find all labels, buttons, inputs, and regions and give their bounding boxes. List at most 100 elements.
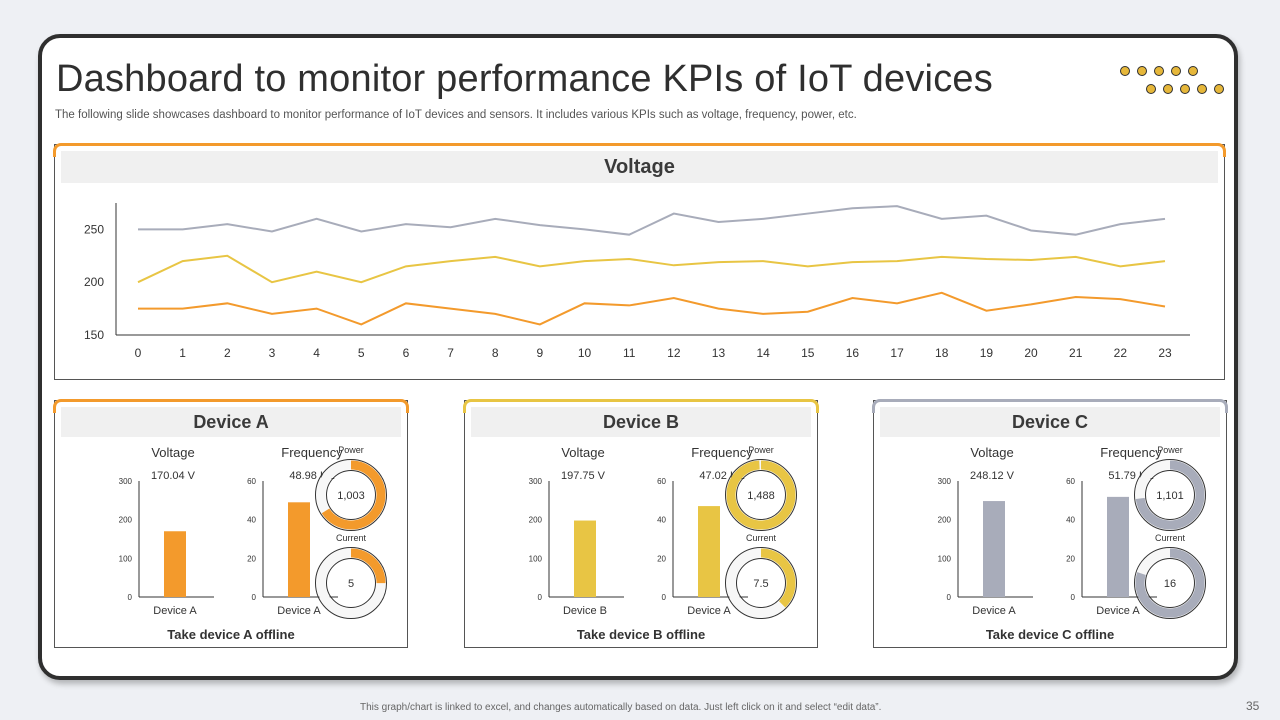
donut-value-label: 1,003	[337, 490, 365, 502]
bar	[574, 520, 596, 597]
panel-accent-bar	[53, 143, 1226, 157]
y-tick-label: 0	[128, 593, 133, 602]
donut-title: Power	[1157, 445, 1183, 455]
y-tick-label: 200	[529, 516, 543, 525]
bar-chart-title: Voltage	[970, 445, 1013, 460]
bar	[164, 531, 186, 597]
y-tick-label: 0	[947, 593, 952, 602]
take-device-a-offline-button[interactable]: Take device A offline	[167, 627, 295, 642]
y-tick-label: 60	[657, 477, 666, 486]
donut-title: Current	[336, 533, 367, 543]
bar-chart-title: Voltage	[561, 445, 604, 460]
device-a-panel: Device A Voltage 170.04 V 0 100 200 300 Device…	[53, 399, 409, 649]
y-tick-label: 20	[247, 554, 256, 563]
voltage-panel-title: Voltage	[61, 151, 1218, 183]
y-tick-label: 0	[662, 593, 667, 602]
x-tick-label: 23	[1158, 346, 1172, 360]
donut-outline	[315, 459, 387, 531]
x-tick-label: 0	[135, 346, 142, 360]
series-line-device-c	[138, 205, 1166, 236]
donut-title: Current	[746, 533, 777, 543]
page-subtitle: The following slide showcases dashboard …	[55, 109, 857, 121]
decorative-dot	[1180, 84, 1190, 94]
x-tick-label: 8	[492, 346, 499, 360]
donut-inner-outline	[736, 558, 786, 608]
x-tick-label: 1	[179, 346, 186, 360]
y-tick-label: 200	[938, 516, 952, 525]
decorative-dot	[1197, 84, 1207, 94]
donut-value-label: 16	[1164, 578, 1176, 590]
donut-inner-outline	[326, 558, 376, 608]
decorative-dot	[1171, 66, 1181, 76]
take-device-b-offline-button[interactable]: Take device B offline	[576, 627, 706, 642]
device-c-title: Device C	[880, 407, 1220, 437]
bar-data-label: 248.12 V	[970, 470, 1015, 482]
decorative-dots	[1120, 64, 1230, 100]
donut-inner-outline	[736, 470, 786, 520]
x-tick-label: 10	[578, 346, 592, 360]
donut-value-label: 1,488	[747, 490, 775, 502]
y-tick-label: 300	[119, 477, 133, 486]
page-title: Dashboard to monitor performance KPIs of…	[56, 58, 993, 100]
donut-value-arc	[726, 548, 796, 618]
bar	[983, 501, 1005, 597]
y-tick-label: 0	[252, 593, 257, 602]
y-tick-label: 60	[1066, 477, 1075, 486]
x-tick-label: 17	[890, 346, 904, 360]
bar-data-label: 170.04 V	[151, 470, 196, 482]
bar-chart-title: Frequency	[1100, 445, 1162, 460]
donut-value-label: 5	[348, 578, 354, 590]
y-tick-label: 100	[529, 554, 543, 563]
x-tick-label: 15	[801, 346, 815, 360]
donut-inner-outline	[1145, 470, 1195, 520]
device-b-title: Device B	[471, 407, 811, 437]
x-category-label: Device B	[563, 605, 607, 617]
donut-outline	[315, 547, 387, 619]
donut-outline	[725, 459, 797, 531]
x-tick-label: 20	[1024, 346, 1038, 360]
y-tick-label: 300	[938, 477, 952, 486]
y-tick-label: 20	[657, 554, 666, 563]
x-category-label: Device A	[153, 605, 197, 617]
panel-accent-bar	[872, 399, 1228, 413]
x-tick-label: 13	[712, 346, 726, 360]
donut-value-label: 1,101	[1156, 490, 1184, 502]
donut-title: Power	[748, 445, 774, 455]
y-tick-label: 0	[538, 593, 543, 602]
x-tick-label: 14	[756, 346, 770, 360]
donut-outline	[1134, 547, 1206, 619]
donut-inner-outline	[326, 470, 376, 520]
bar	[1107, 496, 1129, 597]
donut-inner-outline	[1145, 558, 1195, 608]
series-line-device-b	[137, 254, 1166, 284]
y-tick-label: 200	[119, 516, 133, 525]
x-category-label: Device A	[687, 605, 731, 617]
y-tick-label: 150	[84, 328, 104, 342]
panel-accent-bar	[53, 399, 409, 413]
x-tick-label: 21	[1069, 346, 1083, 360]
donut-title: Current	[1155, 533, 1186, 543]
x-tick-label: 6	[403, 346, 410, 360]
donut-value-arc	[726, 460, 796, 530]
device-c-panel: Device C Voltage 248.12 V 0 100 200 300 Device…	[872, 399, 1228, 649]
page-number: 35	[1246, 699, 1260, 713]
y-tick-label: 100	[119, 554, 133, 563]
donut-value-label: 7.5	[753, 578, 768, 590]
x-tick-label: 5	[358, 346, 365, 360]
take-device-c-offline-button[interactable]: Take device C offline	[985, 627, 1115, 642]
y-tick-label: 40	[247, 516, 256, 525]
x-tick-label: 18	[935, 346, 949, 360]
bar-chart-title: Frequency	[691, 445, 753, 460]
y-tick-label: 60	[247, 477, 256, 486]
donut-value-arc	[1135, 548, 1205, 618]
x-category-label: Device A	[1096, 605, 1140, 617]
decorative-dot	[1163, 84, 1173, 94]
donut-outline	[1134, 459, 1206, 531]
donut-value-arc	[1135, 460, 1205, 530]
x-tick-label: 4	[313, 346, 320, 360]
y-tick-label: 300	[529, 477, 543, 486]
